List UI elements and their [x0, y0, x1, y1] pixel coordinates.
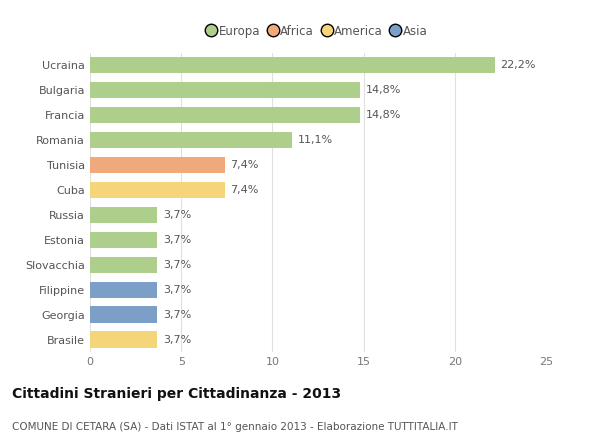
Bar — [90, 207, 157, 223]
Bar — [90, 182, 225, 198]
Bar — [90, 331, 157, 348]
Text: 7,4%: 7,4% — [230, 160, 259, 170]
Bar — [90, 257, 157, 273]
Bar — [90, 132, 292, 148]
Text: 22,2%: 22,2% — [500, 60, 536, 70]
Bar — [90, 307, 157, 323]
Bar — [90, 232, 157, 248]
Text: 3,7%: 3,7% — [163, 285, 191, 295]
Text: COMUNE DI CETARA (SA) - Dati ISTAT al 1° gennaio 2013 - Elaborazione TUTTITALIA.: COMUNE DI CETARA (SA) - Dati ISTAT al 1°… — [12, 422, 458, 433]
Bar — [90, 282, 157, 298]
Legend: Europa, Africa, America, Asia: Europa, Africa, America, Asia — [206, 23, 430, 40]
Bar — [90, 157, 225, 173]
Text: Cittadini Stranieri per Cittadinanza - 2013: Cittadini Stranieri per Cittadinanza - 2… — [12, 387, 341, 401]
Bar — [90, 107, 360, 123]
Bar — [90, 57, 495, 73]
Text: 3,7%: 3,7% — [163, 235, 191, 245]
Text: 7,4%: 7,4% — [230, 185, 259, 195]
Text: 14,8%: 14,8% — [365, 110, 401, 120]
Text: 11,1%: 11,1% — [298, 135, 333, 145]
Bar — [90, 82, 360, 98]
Text: 3,7%: 3,7% — [163, 310, 191, 319]
Text: 3,7%: 3,7% — [163, 210, 191, 220]
Text: 3,7%: 3,7% — [163, 334, 191, 345]
Text: 3,7%: 3,7% — [163, 260, 191, 270]
Text: 14,8%: 14,8% — [365, 85, 401, 95]
